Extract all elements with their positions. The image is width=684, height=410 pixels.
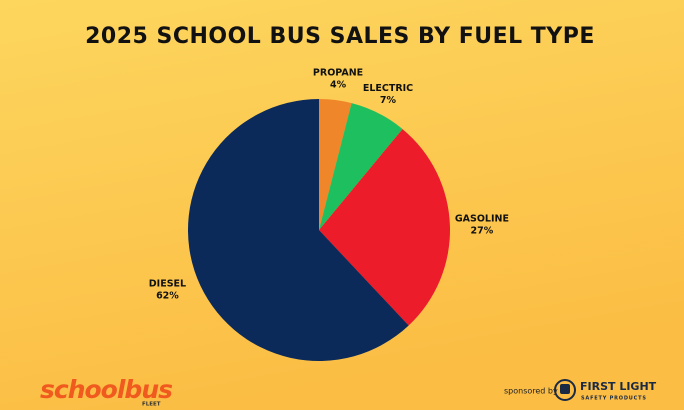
slice-name: GASOLINE <box>455 213 509 224</box>
pie-slice <box>188 99 409 362</box>
chart-title: 2025 SCHOOL BUS SALES BY FUEL TYPE <box>85 24 595 49</box>
slice-value: 4% <box>330 80 347 91</box>
sponsored-text: sponsored by <box>504 387 558 396</box>
pie-slice <box>319 129 450 326</box>
pie <box>188 99 450 362</box>
slice-name: ELECTRIC <box>363 83 413 94</box>
slice-value: 7% <box>380 95 397 106</box>
sponsor-icon-bus <box>560 384 570 394</box>
pie-slice <box>319 99 352 230</box>
slice-name: DIESEL <box>149 279 186 290</box>
sponsor-sub: SAFETY PRODUCTS <box>581 396 647 402</box>
slice-value: 62% <box>156 291 179 302</box>
slice-value: 27% <box>471 225 494 236</box>
sponsor-name: FIRST LIGHT <box>580 380 657 393</box>
sponsor-icon <box>554 379 576 401</box>
pie-slice <box>319 103 403 230</box>
slice-name: PROPANE <box>313 68 363 79</box>
logo: schoolbus <box>40 375 172 404</box>
logo-sub: FLEET <box>142 402 161 408</box>
